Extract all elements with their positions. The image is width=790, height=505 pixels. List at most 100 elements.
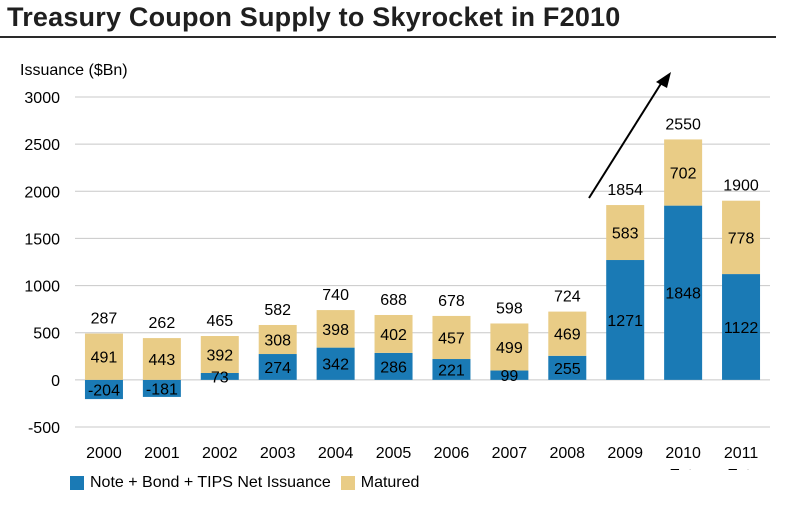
bar-net	[490, 370, 529, 380]
data-label-matured: 443	[149, 352, 176, 369]
data-label-total: 724	[554, 289, 581, 306]
data-label-net: -204	[88, 382, 120, 399]
data-label-total: 1854	[607, 182, 643, 199]
data-label-total: 688	[380, 292, 407, 309]
y-tick-label: 2500	[24, 137, 60, 154]
bar-matured	[142, 338, 181, 380]
y-tick-label: 500	[33, 326, 60, 343]
x-ticks: 2000 2001 2002 2003 2004 2005 2006 2007 2008 2009…	[86, 445, 758, 470]
y-tick-label: 1000	[24, 279, 60, 296]
y-tick-label: 2000	[24, 184, 60, 201]
y-tick-label: 3000	[24, 90, 60, 107]
data-label-total: 582	[264, 302, 291, 319]
x-tick-label: Est.	[669, 467, 697, 470]
data-label-total: 598	[496, 300, 523, 317]
data-label-matured: 398	[322, 322, 349, 339]
chart: Issuance ($Bn) -500 0 500 1000 1500 2000 2500 3…	[20, 62, 770, 470]
x-tick-label: 2011	[724, 445, 759, 462]
y-tick-label: -500	[28, 420, 60, 437]
legend: Note + Bond + TIPS Net Issuance Matured	[70, 474, 429, 492]
y-tick-label: 1500	[24, 231, 60, 248]
x-tick-label: 2002	[202, 445, 238, 462]
x-tick-label: 2003	[260, 445, 296, 462]
y-ticks: -500 0 500 1000 1500 2000 2500 3000	[24, 90, 60, 437]
data-label-net: 255	[554, 361, 581, 378]
data-label-net: 1122	[724, 320, 759, 337]
data-label-total: 678	[438, 293, 465, 310]
bar-net	[316, 347, 355, 380]
bar-matured	[548, 311, 587, 356]
data-label-net: 99	[500, 368, 518, 385]
x-tick-label: 2009	[607, 445, 643, 462]
legend-item-net: Note + Bond + TIPS Net Issuance	[70, 474, 331, 492]
legend-swatch-matured	[340, 476, 355, 490]
data-label-net: 221	[438, 362, 465, 379]
data-label-net: 1848	[665, 286, 701, 303]
x-tick-label: 2004	[318, 445, 354, 462]
x-tick-label: 2000	[86, 445, 122, 462]
legend-swatch-net	[70, 476, 84, 490]
y-tick-label: 0	[51, 373, 60, 390]
data-label-matured: 457	[438, 330, 465, 347]
bar-net	[258, 354, 297, 380]
bar-net	[664, 205, 703, 380]
x-tick-label: 2005	[376, 445, 412, 462]
data-label-matured: 499	[496, 340, 523, 357]
bar-matured	[722, 200, 761, 275]
data-label-total: 262	[149, 315, 176, 332]
x-tick-label: Est.	[727, 467, 755, 470]
y-axis-label: Issuance ($Bn)	[20, 62, 128, 79]
data-label-matured: 469	[554, 327, 581, 344]
bar-net	[548, 355, 587, 380]
bar-matured	[258, 324, 297, 355]
bar-matured	[84, 333, 123, 380]
bar-matured	[432, 315, 471, 360]
data-labels: -204 491 287 -181 443 262 73 392 465 274 308 582 342…	[88, 116, 759, 399]
data-label-matured: 702	[670, 166, 697, 183]
legend-label-net: Note + Bond + TIPS Net Issuance	[90, 474, 331, 491]
bar-net	[374, 352, 413, 380]
bar-net	[84, 379, 123, 400]
data-label-matured: 392	[206, 347, 233, 364]
data-label-total: 287	[91, 311, 118, 328]
data-label-net: 1271	[607, 313, 643, 330]
bar-net	[722, 274, 761, 380]
bar-matured	[200, 336, 239, 373]
data-label-net: 342	[322, 357, 349, 374]
data-label-total: 2550	[665, 116, 701, 133]
x-tick-label: 2007	[492, 445, 528, 462]
data-label-matured: 308	[264, 333, 291, 350]
trend-arrowhead	[656, 72, 671, 88]
chart-title: Treasury Coupon Supply to Skyrocket in F…	[7, 2, 621, 32]
data-label-net: -181	[146, 381, 178, 398]
bar-net	[432, 359, 471, 380]
x-tick-label: 2001	[144, 445, 180, 462]
bar-matured	[606, 205, 645, 261]
x-tick-label: 2006	[434, 445, 470, 462]
data-label-matured: 583	[612, 226, 639, 243]
legend-label-matured: Matured	[360, 474, 420, 491]
trend-arrow-line	[588, 81, 663, 199]
bar-net	[606, 260, 645, 380]
data-label-matured: 402	[380, 327, 407, 344]
data-label-total: 1900	[723, 178, 759, 195]
bar-net	[200, 372, 239, 380]
data-label-net: 286	[380, 359, 407, 376]
trend-arrow	[588, 72, 671, 199]
bar-net	[142, 379, 181, 397]
bar-matured	[316, 310, 355, 348]
data-label-net: 73	[211, 369, 229, 386]
data-label-total: 740	[322, 287, 349, 304]
legend-item-matured: Matured	[340, 474, 420, 492]
bar-matured	[664, 139, 703, 206]
bar-matured	[490, 323, 529, 371]
bars	[84, 139, 761, 400]
data-label-matured: 491	[91, 350, 118, 367]
bar-matured	[374, 314, 413, 353]
x-tick-label: 2008	[549, 445, 585, 462]
title-divider	[0, 36, 776, 38]
gridlines	[75, 96, 770, 428]
data-label-net: 274	[264, 360, 291, 377]
x-tick-label: 2010	[665, 445, 701, 462]
data-label-total: 465	[206, 313, 233, 330]
